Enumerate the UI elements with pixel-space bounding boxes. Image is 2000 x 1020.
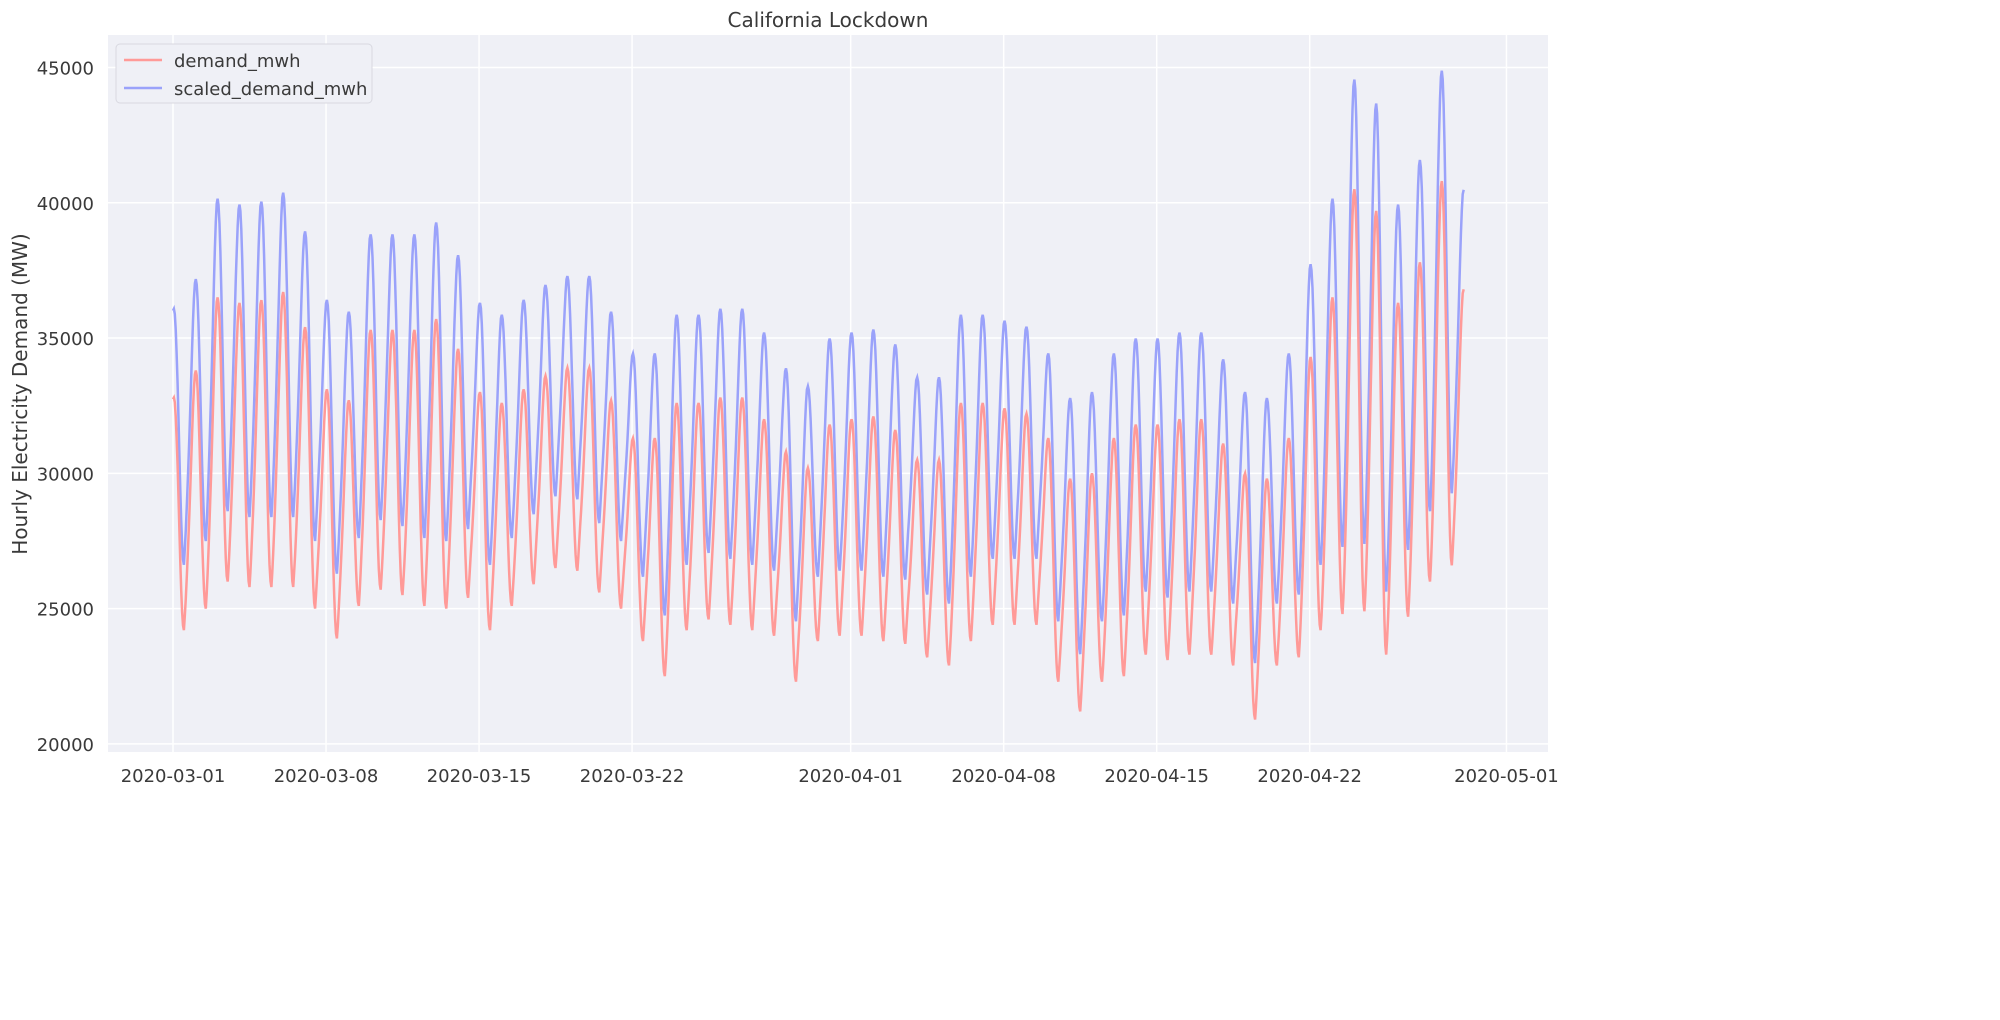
y-tick-label: 40000 — [37, 194, 94, 215]
x-tick-label: 2020-04-22 — [1257, 766, 1362, 787]
series-line-demand-mwh — [171, 180, 1465, 720]
legend-label-scaled: scaled_demand_mwh — [174, 79, 367, 100]
y-tick-label: 35000 — [37, 329, 94, 350]
plot-area — [108, 35, 1548, 752]
x-tick-label: 2020-03-01 — [121, 766, 226, 787]
x-tick-label: 2020-03-15 — [427, 766, 532, 787]
x-tick-label: 2020-04-08 — [951, 766, 1056, 787]
chart-title: California Lockdown — [728, 8, 929, 32]
y-axis-ticks: 20000 25000 30000 35000 40000 45000 — [37, 58, 94, 755]
y-tick-label: 25000 — [37, 600, 94, 621]
y-tick-label: 45000 — [37, 58, 94, 79]
series-lines — [171, 70, 1465, 720]
legend: demand_mwh scaled_demand_mwh — [115, 43, 373, 104]
x-tick-label: 2020-04-01 — [798, 766, 903, 787]
legend-box — [115, 43, 373, 104]
x-axis-ticks: 2020-03-01 2020-03-08 2020-03-15 2020-03-22… — [121, 766, 1559, 787]
x-tick-label: 2020-03-08 — [274, 766, 379, 787]
x-tick-label: 2020-05-01 — [1454, 766, 1559, 787]
y-axis-label: Hourly Electricity Demand (MW) — [8, 233, 32, 554]
x-tick-label: 2020-03-22 — [580, 766, 685, 787]
legend-label-demand: demand_mwh — [174, 51, 301, 72]
x-tick-label: 2020-04-15 — [1104, 766, 1209, 787]
y-tick-label: 20000 — [37, 735, 94, 756]
series-line-scaled-demand-mwh — [171, 70, 1465, 664]
y-tick-label: 30000 — [37, 464, 94, 485]
